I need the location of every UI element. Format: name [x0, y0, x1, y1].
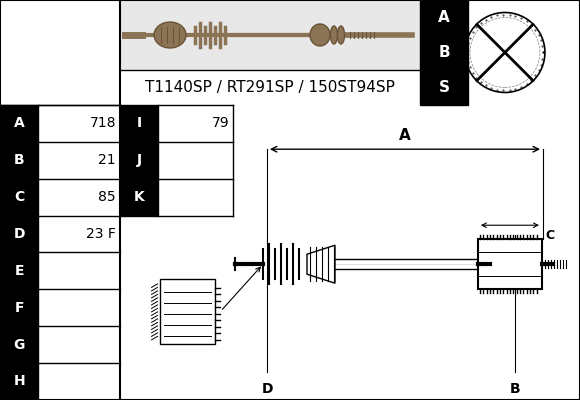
Text: 85: 85 [99, 190, 116, 204]
Bar [478, 239, 542, 289]
Text: 23 F: 23 F [86, 227, 116, 241]
Text: E: E [14, 264, 24, 278]
Bar [120, 142, 158, 179]
Text: B: B [510, 382, 520, 396]
Text: 718: 718 [89, 116, 116, 130]
Bar [0, 252, 38, 289]
Ellipse shape [338, 26, 345, 44]
Text: C: C [545, 229, 554, 242]
Bar [420, 0, 468, 105]
Text: 79: 79 [211, 116, 229, 130]
Bar [160, 279, 215, 344]
Text: C: C [14, 190, 24, 204]
Text: B: B [438, 45, 450, 60]
Text: J: J [136, 153, 142, 167]
Bar [0, 289, 38, 326]
Text: S: S [438, 80, 450, 95]
Text: H: H [13, 374, 25, 388]
Text: A: A [399, 128, 411, 143]
Bar [0, 363, 38, 400]
Text: I: I [136, 116, 142, 130]
Text: D: D [261, 382, 273, 396]
Text: F: F [14, 301, 24, 315]
Text: B: B [14, 153, 24, 167]
Bar [0, 326, 38, 363]
Bar [0, 142, 38, 179]
Text: T1140SP / RT291SP / 150ST94SP: T1140SP / RT291SP / 150ST94SP [145, 80, 395, 95]
Text: 21: 21 [99, 153, 116, 167]
Bar [0, 179, 38, 216]
Bar [0, 216, 38, 252]
Bar [0, 105, 38, 142]
Ellipse shape [310, 24, 330, 46]
Text: A: A [14, 116, 24, 130]
Text: A: A [438, 10, 450, 25]
Text: K: K [133, 190, 144, 204]
Polygon shape [307, 245, 335, 283]
Ellipse shape [331, 26, 338, 44]
Text: D: D [13, 227, 25, 241]
Ellipse shape [154, 22, 186, 48]
Bar [120, 105, 158, 142]
Bar [120, 179, 158, 216]
Text: G: G [13, 338, 25, 352]
Bar [120, 0, 420, 70]
